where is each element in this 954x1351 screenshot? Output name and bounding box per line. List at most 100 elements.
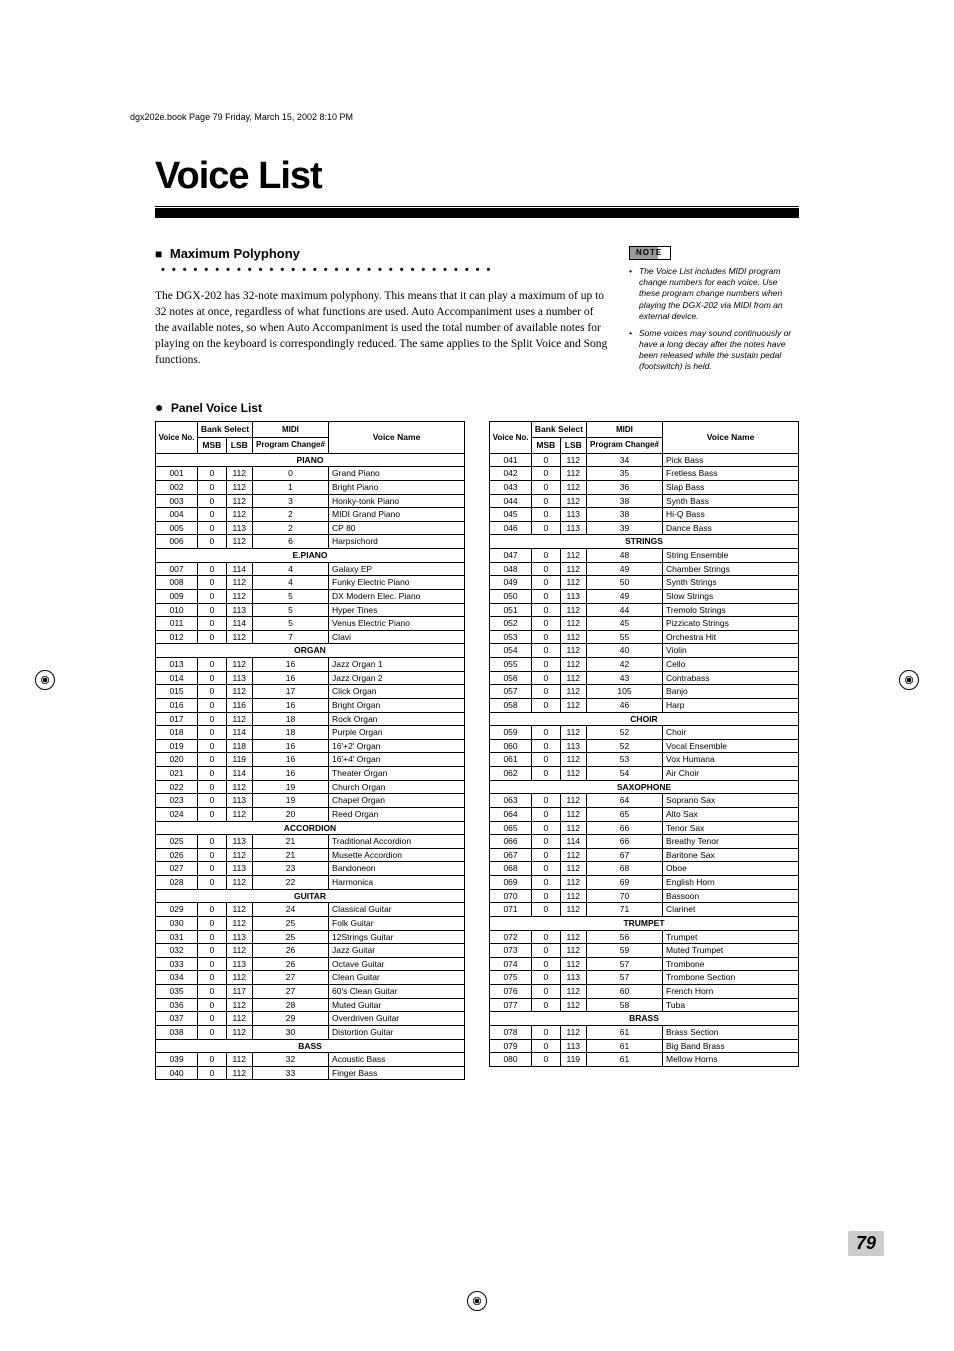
cell-voice-no: 051 [490,603,532,617]
cell-pc: 16 [252,671,328,685]
table-row: 069011269English Horn [490,876,799,890]
cell-msb: 0 [198,985,227,999]
cell-msb: 0 [198,1053,227,1067]
cell-name: Bright Piano [329,480,465,494]
table-row: 070011270Bassoon [490,889,799,903]
cell-msb: 0 [532,998,561,1012]
cell-pc: 28 [252,998,328,1012]
cell-lsb: 112 [226,1025,252,1039]
cell-msb: 0 [532,739,561,753]
cell-msb: 0 [532,494,561,508]
col-lsb: LSB [226,438,252,454]
cell-voice-no: 079 [490,1039,532,1053]
cell-pc: 39 [586,521,662,535]
cell-lsb: 113 [226,930,252,944]
cell-name: Chapel Organ [329,794,465,808]
cell-pc: 16 [252,739,328,753]
cell-name: Purple Organ [329,726,465,740]
cell-voice-no: 028 [156,876,198,890]
cell-msb: 0 [532,753,561,767]
col-midi-top: MIDI [252,422,328,438]
col-lsb: LSB [560,438,586,454]
cell-pc: 16 [252,767,328,781]
cell-name: Honky-tonk Piano [329,494,465,508]
registration-mark-icon [899,670,919,690]
cell-voice-no: 070 [490,889,532,903]
cell-name: Synth Strings [663,576,799,590]
table-row: 048011249Chamber Strings [490,562,799,576]
cell-msb: 0 [198,671,227,685]
cell-voice-no: 050 [490,589,532,603]
cell-voice-no: 034 [156,971,198,985]
cell-msb: 0 [532,903,561,917]
cell-pc: 48 [586,549,662,563]
table-row: 045011338Hi-Q Bass [490,508,799,522]
cell-name: 60's Clean Guitar [329,985,465,999]
cell-pc: 5 [252,617,328,631]
cell-pc: 53 [586,753,662,767]
cell-msb: 0 [532,1025,561,1039]
page-number: 79 [848,1231,884,1256]
cell-lsb: 112 [560,930,586,944]
table-row: 015011217Click Organ [156,685,465,699]
table-row: 054011240Violin [490,644,799,658]
cell-voice-no: 042 [490,467,532,481]
cell-pc: 27 [252,971,328,985]
cell-voice-no: 021 [156,767,198,781]
table-row: 00301123Honky-tonk Piano [156,494,465,508]
subhead-polyphony: ■ Maximum Polyphony ••••••••••••••••••••… [155,246,609,276]
cell-pc: 0 [252,467,328,481]
cell-lsb: 112 [560,753,586,767]
cell-voice-no: 025 [156,835,198,849]
cell-msb: 0 [532,685,561,699]
cell-msb: 0 [198,876,227,890]
cell-lsb: 112 [226,1053,252,1067]
cell-pc: 55 [586,630,662,644]
cell-msb: 0 [198,480,227,494]
cell-lsb: 114 [560,835,586,849]
cell-lsb: 112 [560,985,586,999]
cell-pc: 57 [586,971,662,985]
cell-msb: 0 [198,712,227,726]
cell-lsb: 112 [560,467,586,481]
cell-pc: 60 [586,985,662,999]
cell-name: Harp [663,698,799,712]
cell-voice-no: 053 [490,630,532,644]
page-title: Voice List [155,155,799,198]
cell-voice-no: 068 [490,862,532,876]
cell-msb: 0 [532,671,561,685]
cell-name: Venus Electric Piano [329,617,465,631]
table-row: 016011616Bright Organ [156,698,465,712]
cell-voice-no: 069 [490,876,532,890]
cell-name: Bandoneon [329,862,465,876]
cell-msb: 0 [532,807,561,821]
cell-voice-no: 006 [156,535,198,549]
cell-msb: 0 [532,562,561,576]
cell-msb: 0 [198,998,227,1012]
cell-pc: 58 [586,998,662,1012]
cell-msb: 0 [198,494,227,508]
cell-msb: 0 [198,658,227,672]
cell-name: Violin [663,644,799,658]
cell-pc: 50 [586,576,662,590]
cell-voice-no: 002 [156,480,198,494]
table-row: 025011321Traditional Accordion [156,835,465,849]
cell-name: French Horn [663,985,799,999]
cell-msb: 0 [532,549,561,563]
cell-lsb: 116 [226,698,252,712]
cell-voice-no: 060 [490,739,532,753]
cell-name: Big Band Brass [663,1039,799,1053]
cell-name: Octave Guitar [329,957,465,971]
cell-voice-no: 071 [490,903,532,917]
cell-name: Acoustic Bass [329,1053,465,1067]
cell-voice-no: 020 [156,753,198,767]
cell-pc: 43 [586,671,662,685]
cell-pc: 65 [586,807,662,821]
cell-name: Soprano Sax [663,794,799,808]
cell-voice-no: 041 [490,453,532,467]
table-row: 071011271Clarinet [490,903,799,917]
col-midi-bot: Program Change# [586,438,662,454]
cell-voice-no: 037 [156,1012,198,1026]
cell-pc: 17 [252,685,328,699]
cell-msb: 0 [532,985,561,999]
